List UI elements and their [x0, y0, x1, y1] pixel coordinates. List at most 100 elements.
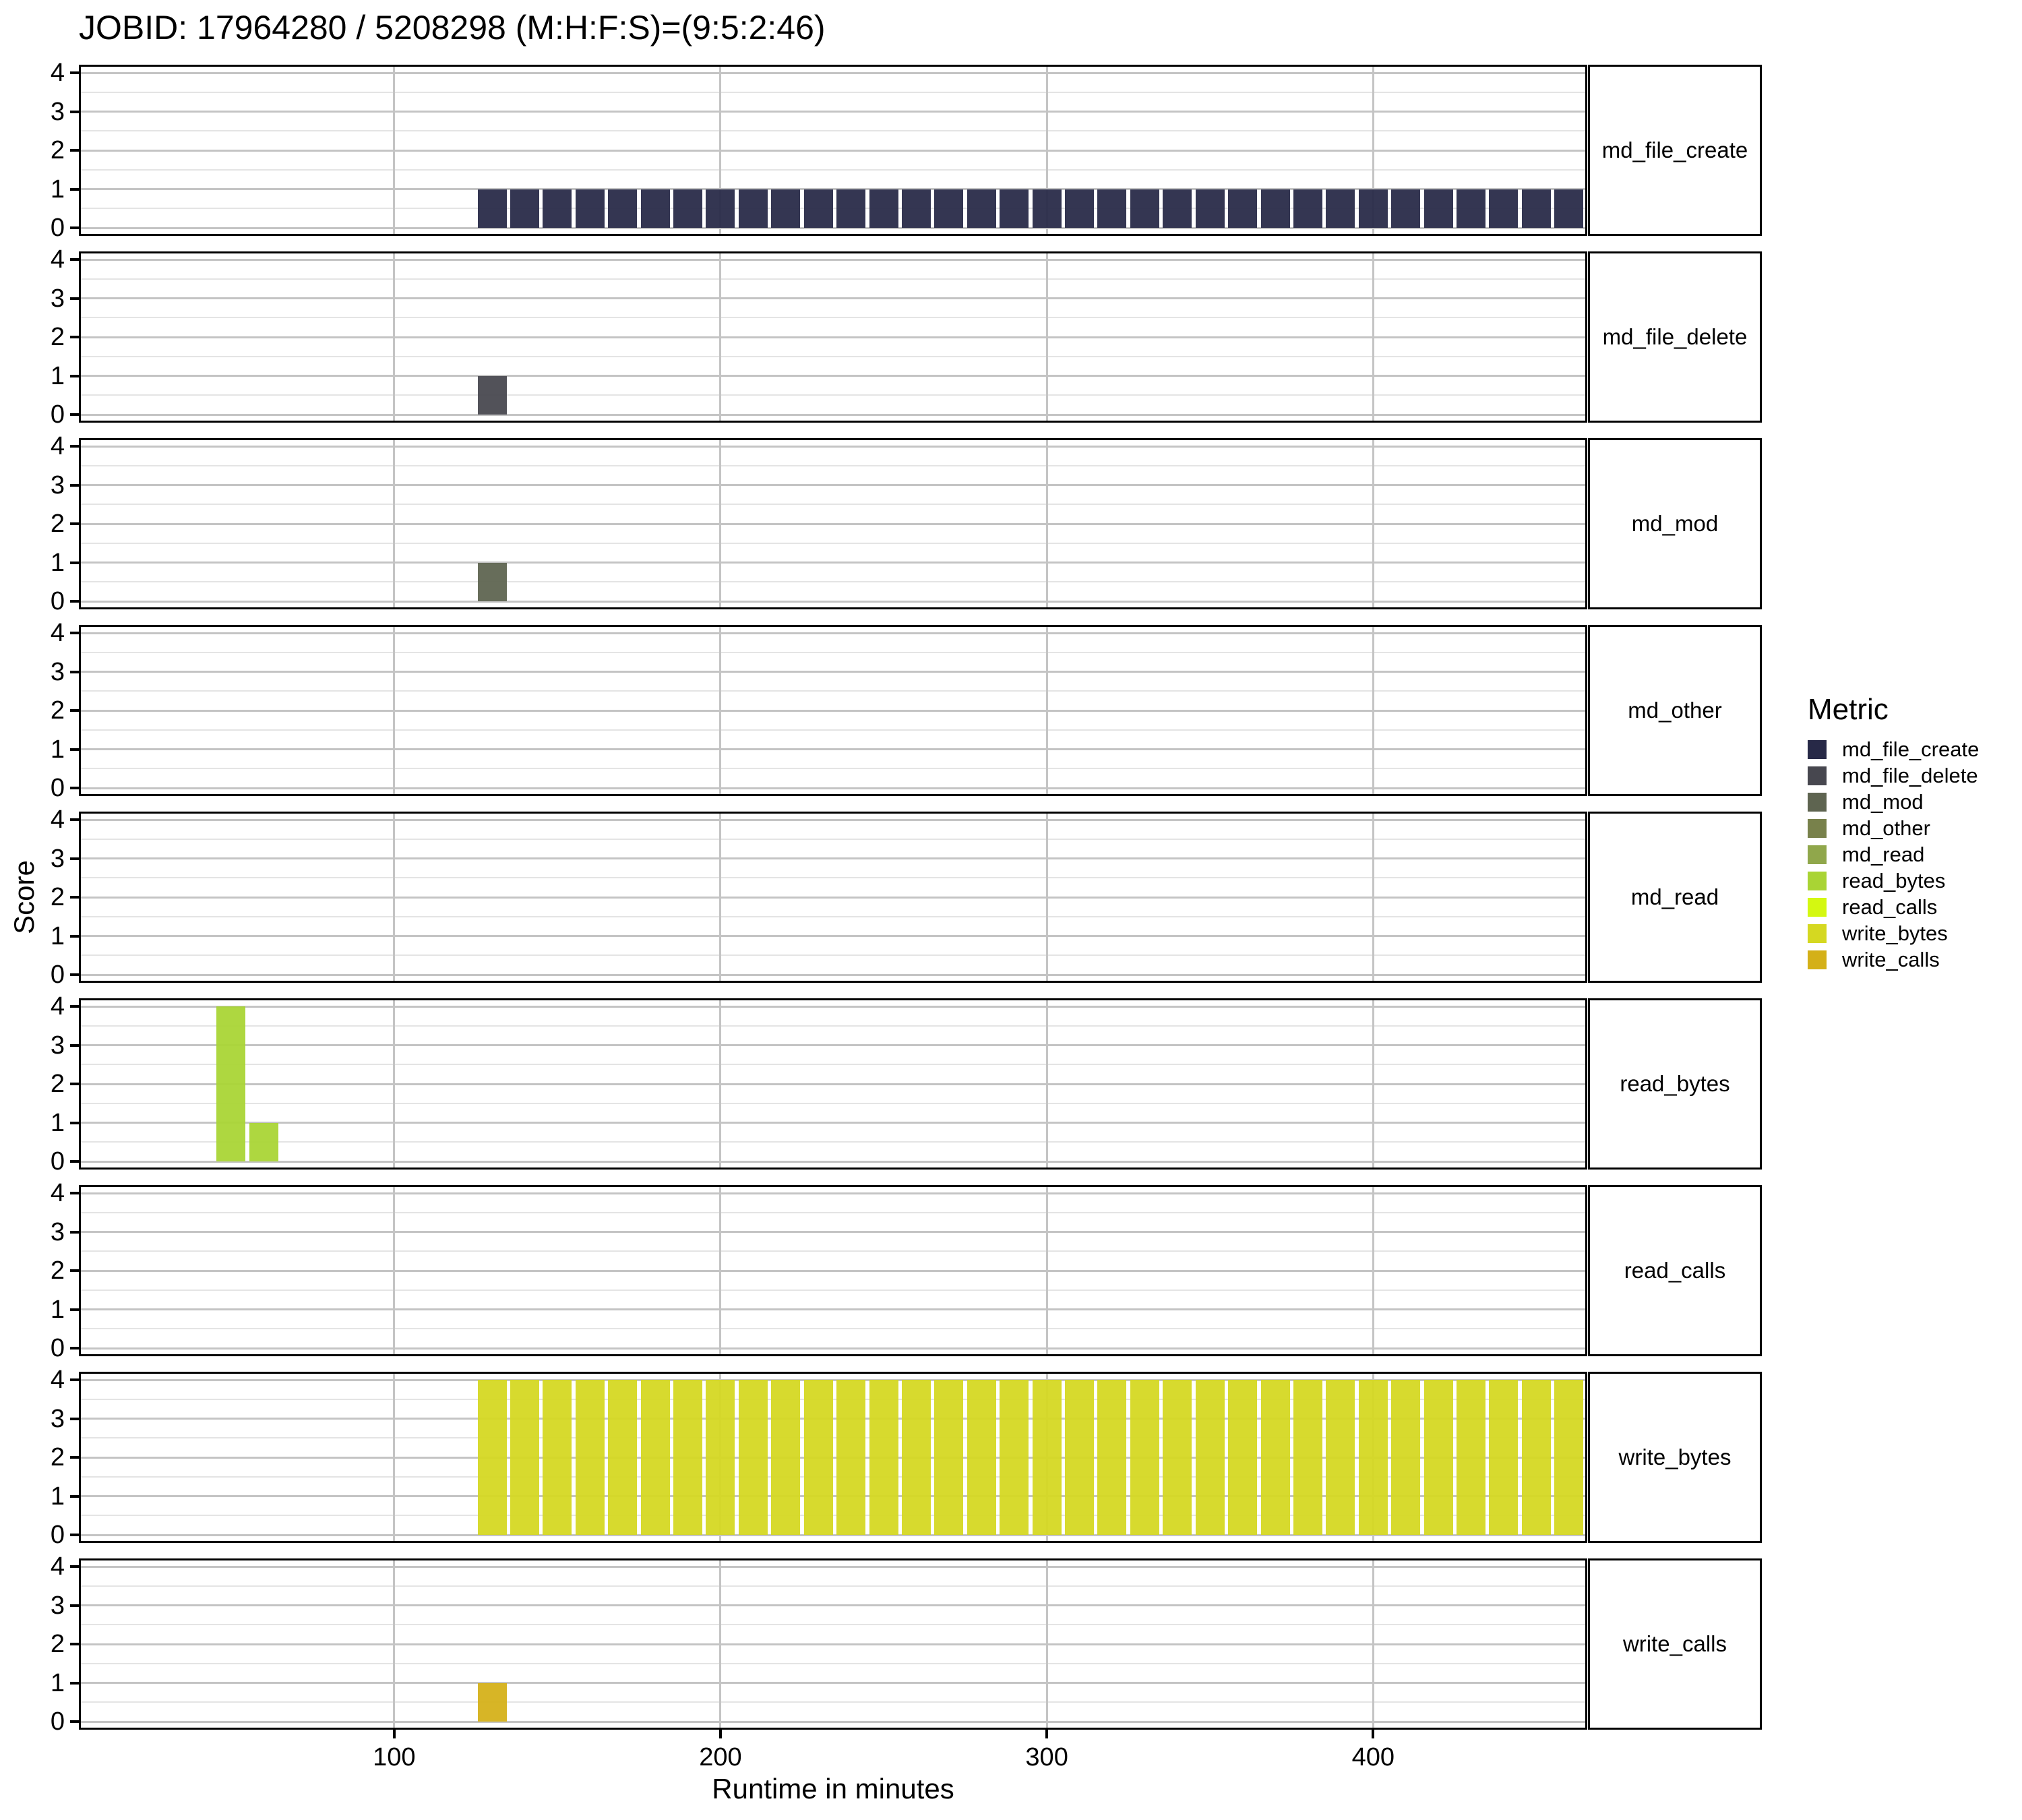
- y-tick-label: 4: [50, 619, 65, 647]
- y-tick-mark: [70, 1456, 79, 1459]
- bar: [1326, 1380, 1355, 1535]
- y-tick-label: 1: [50, 735, 65, 764]
- legend-swatch: [1808, 871, 1827, 890]
- bar: [1554, 189, 1584, 228]
- y-tick-mark: [70, 1720, 79, 1723]
- y-tick-label: 3: [50, 844, 65, 873]
- bar: [1065, 1380, 1095, 1535]
- bar: [1000, 189, 1029, 228]
- bar: [901, 1380, 931, 1535]
- bar: [1228, 189, 1258, 228]
- gridline-major: [81, 1308, 1585, 1310]
- y-tick-mark: [70, 1043, 79, 1047]
- facet-strip: write_bytes: [1588, 1372, 1762, 1543]
- gridline-vertical: [1045, 814, 1048, 981]
- facet-strip-label: write_calls: [1622, 1631, 1727, 1656]
- y-tick-label: 4: [50, 806, 65, 834]
- y-tick-mark: [70, 1494, 79, 1498]
- gridline-vertical: [393, 67, 396, 234]
- facet-panel-write_calls: [79, 1558, 1587, 1730]
- y-tick-mark: [70, 413, 79, 416]
- bar: [1489, 1380, 1519, 1535]
- gridline-minor: [81, 877, 1585, 879]
- bar: [1326, 189, 1355, 228]
- gridline-minor: [81, 1624, 1585, 1626]
- y-tick-label: 2: [50, 323, 65, 351]
- gridline-major: [81, 1269, 1585, 1272]
- gridline-vertical: [1372, 1187, 1374, 1354]
- gridline-vertical: [393, 1187, 396, 1354]
- bar: [836, 1380, 866, 1535]
- plot-title: JOBID: 17964280 / 5208298 (M:H:F:S)=(9:5…: [79, 9, 826, 47]
- gridline-major: [81, 818, 1585, 821]
- gridline-major: [81, 1682, 1585, 1684]
- gridline-major: [81, 671, 1585, 673]
- gridline-minor: [81, 954, 1585, 957]
- bar: [1195, 1380, 1225, 1535]
- gridline-minor: [81, 1250, 1585, 1252]
- bar: [836, 189, 866, 228]
- bar: [1260, 189, 1290, 228]
- gridline-vertical: [1045, 627, 1048, 794]
- y-tick-label: 3: [50, 97, 65, 126]
- gridline-major: [81, 1565, 1585, 1568]
- gridline-major: [81, 1347, 1585, 1349]
- gridline-major: [81, 787, 1585, 789]
- y-tick-mark: [70, 1604, 79, 1607]
- facet-strip: md_read: [1588, 812, 1762, 983]
- x-tick-label: 300: [1025, 1743, 1068, 1771]
- bar: [477, 562, 507, 601]
- y-tick-label: 4: [50, 1366, 65, 1394]
- bar: [216, 1006, 246, 1161]
- bar: [477, 1380, 507, 1535]
- y-tick-label: 4: [50, 59, 65, 87]
- legend-item-label: md_file_delete: [1842, 763, 1978, 787]
- gridline-major: [81, 935, 1585, 937]
- x-tick-label: 100: [373, 1743, 416, 1771]
- y-tick-label: 2: [50, 510, 65, 538]
- gridline-minor: [81, 1585, 1585, 1587]
- bar: [1423, 189, 1453, 228]
- y-tick-mark: [70, 1083, 79, 1085]
- gridline-minor: [81, 317, 1585, 319]
- gridline-vertical: [1045, 1187, 1048, 1354]
- bar: [1457, 189, 1486, 228]
- facet-strip: read_bytes: [1588, 998, 1762, 1170]
- facet-strip: read_calls: [1588, 1185, 1762, 1356]
- legend-swatch: [1808, 923, 1827, 943]
- bar: [1391, 189, 1421, 228]
- y-tick-label: 3: [50, 1217, 65, 1246]
- gridline-minor: [81, 355, 1585, 357]
- legend-item-read_bytes: read_bytes: [1808, 868, 2017, 894]
- gridline-vertical: [393, 1374, 396, 1541]
- bar: [249, 1122, 278, 1161]
- legend-item-md_file_delete: md_file_delete: [1808, 762, 2017, 789]
- bar: [771, 189, 801, 228]
- y-tick-label: 3: [50, 284, 65, 313]
- gridline-vertical: [393, 814, 396, 981]
- y-tick-label: 0: [50, 214, 65, 242]
- gridline-minor: [81, 1211, 1585, 1213]
- gridline-major: [81, 297, 1585, 299]
- bar: [1032, 189, 1062, 228]
- gridline-vertical: [719, 1560, 722, 1728]
- gridline-major: [81, 1192, 1585, 1194]
- bar: [1554, 1380, 1584, 1535]
- gridline-major: [81, 562, 1585, 564]
- y-tick-mark: [70, 1005, 79, 1008]
- y-tick-mark: [70, 258, 79, 261]
- gridline-major: [81, 709, 1585, 712]
- legend-item-label: read_calls: [1842, 894, 1938, 919]
- bar: [1097, 189, 1127, 228]
- gridline-minor: [81, 278, 1585, 280]
- bar: [869, 1380, 898, 1535]
- bar: [967, 1380, 996, 1535]
- y-tick-mark: [70, 71, 79, 74]
- gridline-major: [81, 71, 1585, 74]
- gridline-major: [81, 522, 1585, 525]
- legend-item-md_other: md_other: [1808, 815, 2017, 841]
- x-tick-label: 400: [1351, 1743, 1395, 1771]
- bar: [771, 1380, 801, 1535]
- gridline-major: [81, 413, 1585, 416]
